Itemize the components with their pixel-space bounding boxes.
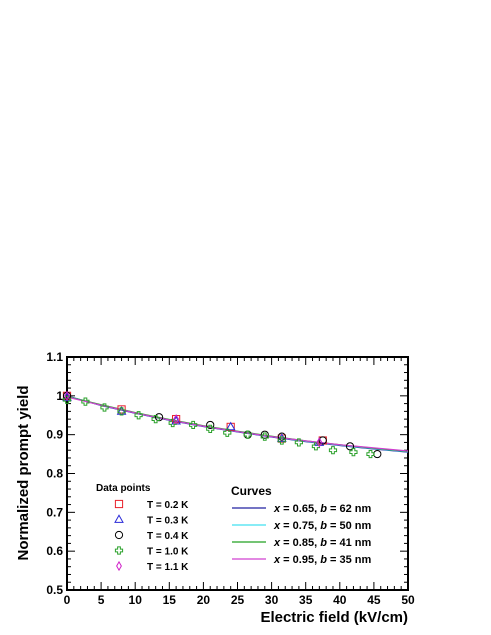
- curve-line: [66, 396, 409, 452]
- points-legend-label: T = 0.2 K: [147, 500, 189, 511]
- cross-marker: [117, 407, 126, 416]
- diamond-marker: [64, 390, 70, 401]
- curve-line: [66, 395, 409, 453]
- circle-marker: [318, 436, 327, 445]
- curves-legend: Curves x = 0.65, b = 62 nm x = 0.75, b = …: [231, 484, 371, 566]
- curve-line: [66, 396, 409, 452]
- y-tick-label: 0.6: [46, 544, 63, 558]
- cross-marker: [206, 424, 215, 433]
- x-tick-label: 40: [333, 593, 347, 607]
- x-tick-label: 15: [163, 593, 177, 607]
- triangle-marker: [225, 421, 236, 431]
- y-tick-label: 0.7: [46, 505, 63, 519]
- model-curves: [66, 395, 409, 453]
- x-tick-label: 50: [401, 593, 415, 607]
- y-tick-label: 0.5: [46, 583, 63, 597]
- curve-legend-label: x = 0.65, b = 62 nm: [273, 503, 371, 515]
- x-tick-label: 0: [64, 593, 71, 607]
- cross-marker: [223, 428, 232, 437]
- circle-marker: [277, 432, 286, 441]
- circle-marker: [206, 420, 215, 430]
- curves-legend-title: Curves: [231, 484, 272, 498]
- y-tick-label: 1.1: [46, 350, 63, 364]
- y-tick-label: 1: [56, 389, 63, 403]
- square-marker: [114, 499, 124, 509]
- curve-legend-label: x = 0.75, b = 50 nm: [273, 520, 371, 532]
- x-tick-label: 35: [299, 593, 313, 607]
- curve-legend-label: x = 0.85, b = 41 nm: [273, 537, 371, 549]
- cross-marker: [134, 411, 143, 420]
- triangle-marker: [114, 514, 124, 523]
- data-points: [62, 390, 382, 459]
- circle-marker: [345, 442, 355, 451]
- diamond-marker: [173, 414, 180, 425]
- points-legend-title: Data points: [96, 483, 151, 494]
- cross-marker: [189, 420, 198, 430]
- cross-marker: [311, 442, 321, 451]
- x-tick-labels: 0 5 10 15 20 25 30 35 40 45 50: [64, 593, 415, 607]
- x-tick-label: 30: [265, 593, 279, 607]
- cross-marker: [81, 397, 90, 406]
- diamond-marker: [316, 437, 323, 448]
- cross-marker: [294, 438, 303, 447]
- curve-line: [66, 395, 409, 453]
- cross-marker: [277, 436, 286, 445]
- triangle-marker: [276, 433, 287, 442]
- y-axis-label: Normalized prompt yield: [15, 385, 32, 560]
- cross-marker: [243, 430, 252, 439]
- curve-legend-label: x = 0.95, b = 35 nm: [273, 554, 371, 566]
- x-tick-label: 20: [197, 593, 211, 607]
- x-tick-label: 45: [367, 593, 381, 607]
- cross-marker: [349, 448, 358, 457]
- triangle-marker: [116, 406, 127, 415]
- y-tick-label: 0.8: [46, 467, 63, 481]
- cross-marker: [328, 446, 338, 455]
- y-tick-labels: 0.5 0.6 0.7 0.8 0.9 1 1.1: [46, 350, 63, 597]
- axis-ticks: [66, 356, 409, 591]
- x-axis-label: Electric field (kV/cm): [260, 609, 408, 626]
- x-tick-label: 25: [231, 593, 245, 607]
- circle-marker: [373, 449, 382, 459]
- points-legend-label: T = 1.1 K: [147, 562, 189, 573]
- diamond-marker: [116, 560, 122, 572]
- circle-marker: [260, 430, 269, 439]
- cross-marker: [114, 546, 124, 555]
- cross-marker: [366, 449, 375, 459]
- points-legend: Data points T = 0.2 K T = 0.3 K T = 0.4 K T…: [96, 483, 189, 573]
- square-marker: [117, 405, 126, 414]
- cross-marker: [260, 432, 269, 441]
- points-legend-label: T = 1.0 K: [147, 547, 189, 558]
- x-tick-label: 10: [129, 593, 143, 607]
- points-legend-label: T = 0.3 K: [147, 516, 189, 527]
- cross-marker: [100, 403, 109, 412]
- points-legend-label: T = 0.4 K: [147, 531, 189, 542]
- cross-marker: [168, 418, 177, 428]
- circle-marker: [114, 530, 124, 540]
- x-tick-label: 5: [98, 593, 105, 607]
- cross-marker: [151, 415, 160, 424]
- y-tick-label: 0.9: [46, 428, 63, 442]
